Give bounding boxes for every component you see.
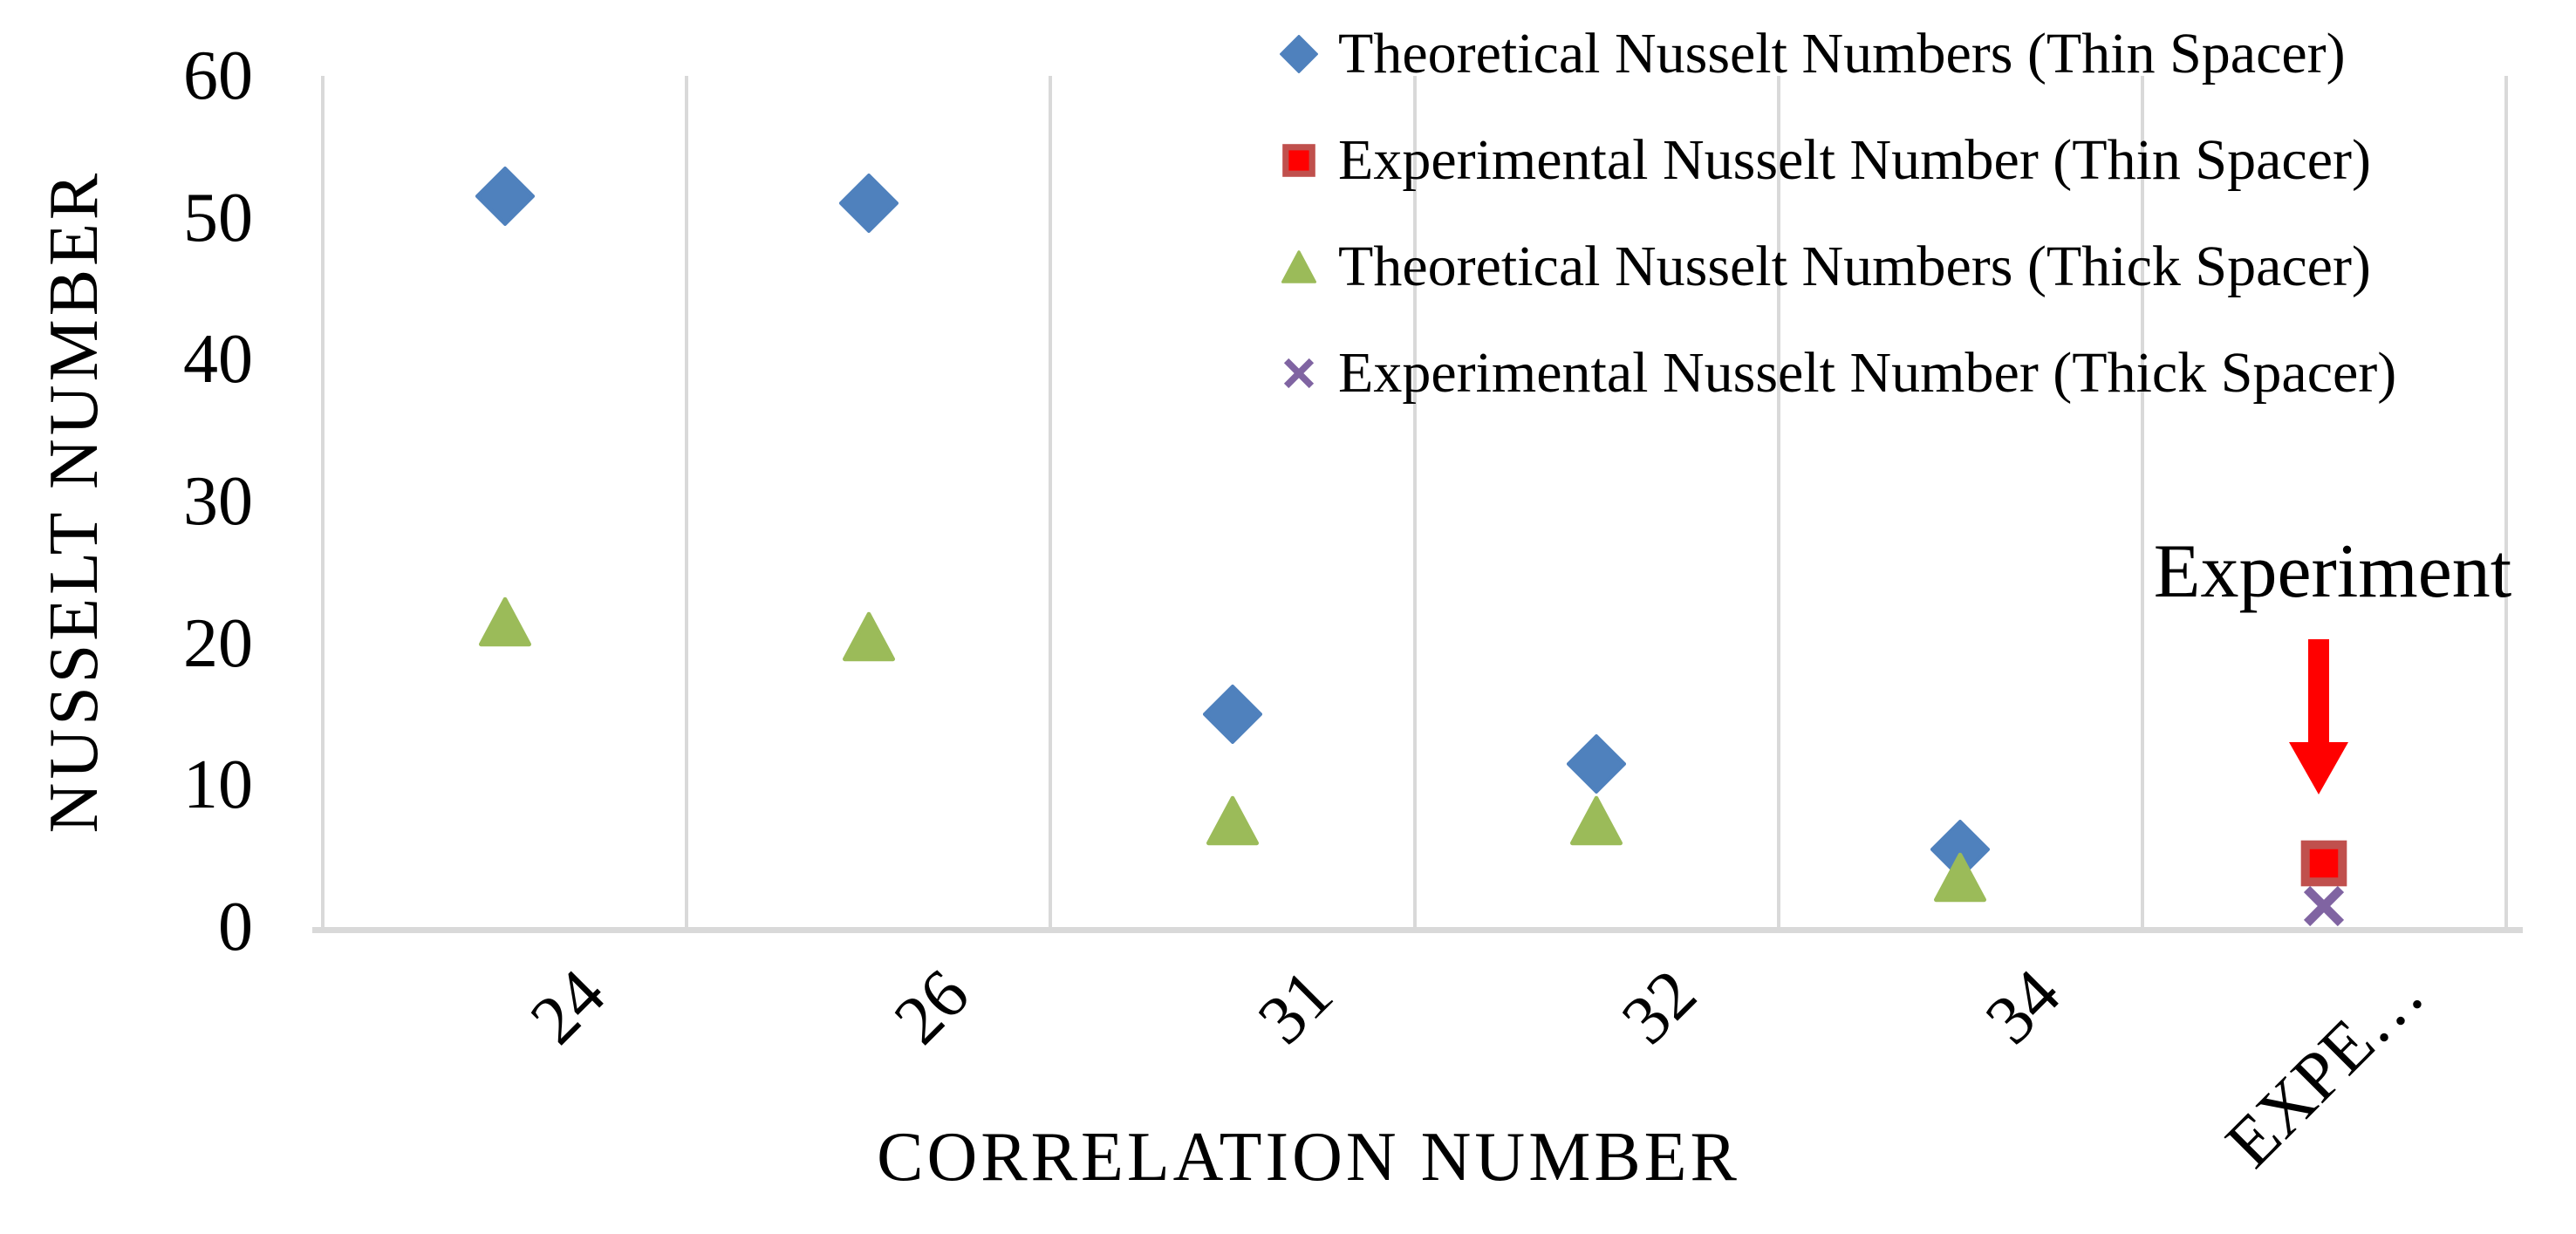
x-axis-line — [312, 927, 2523, 933]
y-tick-label: 0 — [218, 889, 253, 965]
square-data-marker — [2301, 840, 2347, 887]
legend-label: Experimental Nusselt Number (Thin Spacer… — [1338, 128, 2371, 192]
triangle-data-marker — [478, 597, 531, 647]
triangle-legend-swatch-icon — [1275, 249, 1322, 284]
vertical-gridline — [1413, 76, 1417, 927]
y-tick-label: 10 — [183, 747, 253, 824]
x-legend-swatch-icon — [1275, 356, 1322, 391]
legend-label: Experimental Nusselt Number (Thick Space… — [1338, 341, 2397, 405]
legend-item: Experimental Nusselt Number (Thin Spacer… — [1275, 119, 2371, 202]
diamond-data-marker — [1202, 685, 1262, 744]
triangle-icon — [1281, 250, 1316, 283]
down-arrow-icon — [2289, 639, 2349, 794]
y-tick-label: 40 — [183, 321, 253, 399]
x-tick-label: 24 — [516, 955, 620, 1060]
annotation-arrow-icon — [2284, 639, 2354, 799]
diamond-data-marker — [475, 167, 535, 227]
triangle-data-marker — [842, 611, 895, 661]
legend-label: Theoretical Nusselt Numbers (Thin Spacer… — [1338, 22, 2346, 85]
x-icon — [1283, 358, 1315, 389]
vertical-gridline — [321, 76, 325, 927]
y-axis-title: NUSSELT NUMBER — [36, 169, 113, 834]
vertical-gridline — [1777, 76, 1780, 927]
x-tick-label: EXPE… — [2211, 955, 2439, 1183]
vertical-gridline — [1049, 76, 1052, 927]
x-data-marker — [2304, 885, 2345, 926]
x-tick-label: 31 — [1243, 955, 1348, 1060]
x-tick-label: 34 — [1971, 955, 2075, 1060]
legend-label: Theoretical Nusselt Numbers (Thick Space… — [1338, 235, 2371, 298]
diamond-icon — [1280, 35, 1318, 73]
diamond-data-marker — [1567, 733, 1627, 794]
square-legend-swatch-icon — [1275, 143, 1322, 178]
vertical-gridline — [685, 76, 688, 927]
x-tick-label: 32 — [1607, 955, 1712, 1060]
annotation-label: Experiment — [2153, 529, 2512, 614]
x-tick-label: 26 — [879, 955, 984, 1060]
y-tick-label: 60 — [183, 37, 253, 114]
triangle-data-marker — [1206, 795, 1259, 846]
square-icon — [1282, 144, 1315, 177]
y-tick-label: 50 — [183, 179, 253, 256]
legend-item: Theoretical Nusselt Numbers (Thin Spacer… — [1275, 12, 2346, 96]
legend-item: Experimental Nusselt Number (Thick Space… — [1275, 331, 2396, 415]
diamond-legend-swatch-icon — [1275, 35, 1322, 73]
y-tick-label: 30 — [183, 463, 253, 540]
vertical-gridline — [2141, 76, 2144, 927]
vertical-gridline — [2504, 76, 2508, 927]
x-axis-title: CORRELATION NUMBER — [877, 1119, 1740, 1196]
y-tick-label: 20 — [183, 604, 253, 682]
legend-item: Theoretical Nusselt Numbers (Thick Space… — [1275, 225, 2371, 309]
diamond-data-marker — [838, 174, 899, 234]
triangle-data-marker — [1934, 852, 1987, 903]
triangle-data-marker — [1570, 795, 1623, 846]
